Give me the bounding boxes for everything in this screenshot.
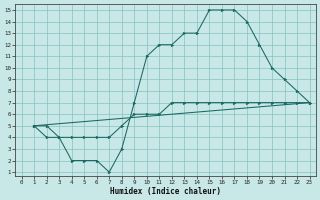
X-axis label: Humidex (Indice chaleur): Humidex (Indice chaleur): [110, 187, 221, 196]
